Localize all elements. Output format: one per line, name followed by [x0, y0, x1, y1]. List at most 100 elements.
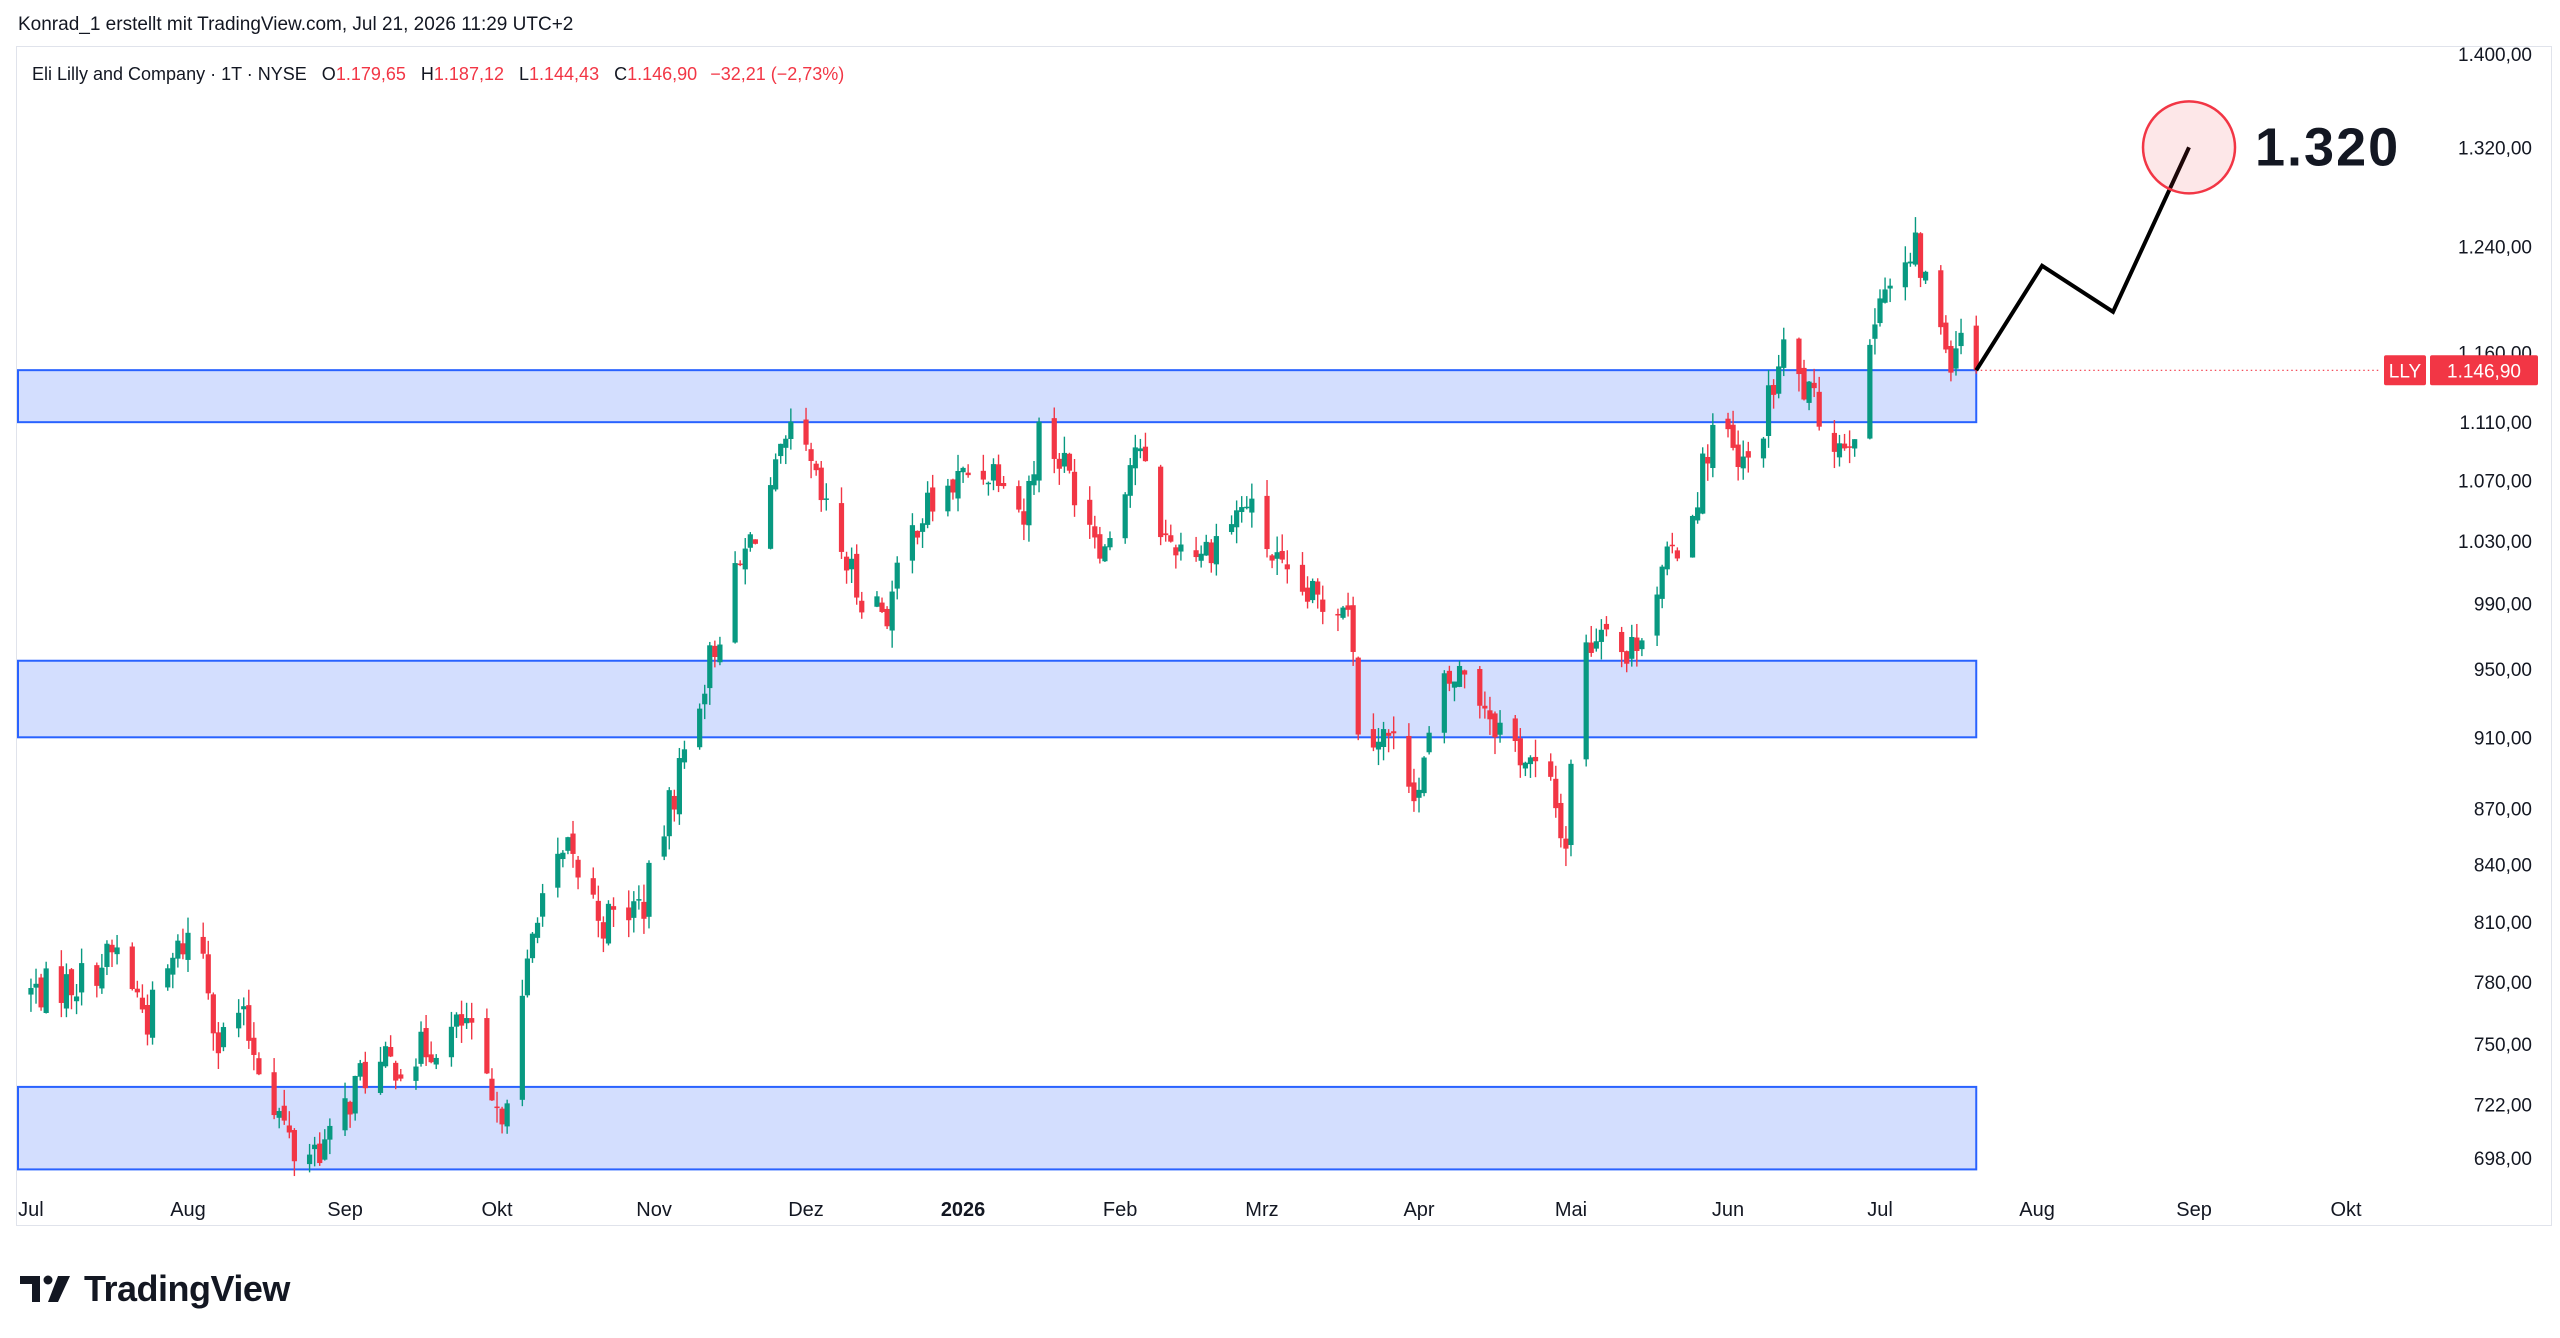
- candle-body: [1087, 499, 1093, 525]
- candle-body: [94, 965, 100, 986]
- tradingview-logo[interactable]: TradingView: [18, 1268, 290, 1309]
- candle-body: [803, 419, 809, 445]
- candle-body: [68, 969, 75, 996]
- candle-body: [1198, 553, 1204, 561]
- open-value: 1.179,65: [335, 64, 406, 84]
- candle-body: [1132, 447, 1138, 469]
- projection-path[interactable]: [1974, 146, 2191, 372]
- candle-body: [1654, 594, 1660, 636]
- price-tick-label: 1.320,00: [2458, 138, 2532, 159]
- candle-body: [1021, 511, 1027, 525]
- candle-body: [631, 901, 637, 918]
- symbol-name: Eli Lilly and Company · 1T · NYSE: [32, 64, 307, 84]
- candle-body: [1776, 366, 1782, 394]
- candle-body: [1836, 443, 1843, 458]
- candle-body: [453, 1014, 460, 1027]
- candle-body: [256, 1058, 262, 1075]
- candle-body: [1477, 669, 1483, 706]
- time-tick-label: Mai: [1555, 1199, 1587, 1221]
- candle-body: [1193, 550, 1199, 558]
- candle-body: [1056, 458, 1062, 469]
- price-tick-label: 950,00: [2474, 660, 2532, 681]
- candle-body: [377, 1061, 384, 1093]
- candle-body: [534, 922, 541, 938]
- candle-body: [1451, 681, 1458, 688]
- candle-body: [1852, 439, 1858, 449]
- candle-body: [565, 837, 571, 851]
- candle-body: [79, 963, 85, 993]
- candle-body: [1441, 673, 1447, 733]
- candle-body: [1340, 607, 1346, 618]
- price-tick-label: 1.030,00: [2458, 532, 2532, 553]
- candle-body: [1370, 729, 1377, 748]
- time-tick-label: Jun: [1712, 1199, 1744, 1221]
- candle-body: [1664, 546, 1670, 570]
- candle-body: [33, 983, 39, 988]
- candle-body: [1953, 348, 1959, 369]
- candle-body: [1142, 446, 1149, 462]
- candle-body: [1350, 605, 1356, 652]
- candle-body: [215, 1032, 221, 1054]
- candle-body: [1973, 325, 1979, 371]
- candle-body: [1548, 761, 1554, 777]
- candle-body: [104, 943, 110, 967]
- candle-body: [1299, 564, 1306, 592]
- candle-body: [423, 1028, 429, 1058]
- candle-body: [712, 645, 718, 657]
- candle-body: [1619, 631, 1625, 653]
- candle-body: [1887, 285, 1893, 289]
- candle-body: [1558, 802, 1564, 839]
- candle-body: [1097, 534, 1103, 559]
- candle-body: [1948, 345, 1954, 373]
- candle-body: [180, 943, 186, 955]
- candle-body: [732, 563, 738, 643]
- candle-body: [965, 472, 971, 476]
- candle-body: [205, 954, 211, 994]
- candle-body: [1026, 480, 1032, 526]
- candle-body: [1669, 544, 1675, 547]
- candle-body: [1588, 642, 1594, 653]
- candle-body: [393, 1062, 399, 1081]
- candle-body: [322, 1139, 328, 1160]
- time-tick-label: 2026: [941, 1199, 986, 1221]
- time-tick-label: Sep: [327, 1199, 363, 1221]
- candle-body: [241, 1006, 247, 1010]
- candle-body: [889, 591, 895, 631]
- candle-body: [1244, 506, 1250, 509]
- candle-body: [1310, 580, 1316, 601]
- open-label: O: [321, 64, 336, 84]
- candle-body: [139, 997, 146, 1010]
- ticker-badge: [2384, 355, 2426, 386]
- price-axis[interactable]: 1.400,001.320,001.240,001.160,001.110,00…: [2384, 45, 2538, 1170]
- candle-body: [114, 947, 120, 955]
- candle-body: [1320, 599, 1326, 612]
- support-resistance-zone-2[interactable]: [17, 659, 1978, 739]
- candle-body: [1163, 533, 1169, 536]
- high-label: H: [420, 64, 434, 84]
- candle-body: [671, 795, 677, 810]
- candle-body: [1593, 641, 1599, 649]
- candle-body: [524, 958, 531, 996]
- candle-body: [843, 556, 850, 571]
- tradingview-logo-text: TradingView: [84, 1268, 290, 1309]
- candle-body: [894, 562, 900, 589]
- price-tick-label: 698,00: [2474, 1149, 2532, 1170]
- time-tick-label: Okt: [481, 1199, 513, 1221]
- candle-body: [945, 485, 951, 512]
- candle-body: [610, 906, 617, 910]
- candle-body: [1249, 498, 1255, 513]
- candle-body: [636, 899, 642, 901]
- candle-body: [590, 878, 596, 895]
- price-chart[interactable]: 1.320 1.400,001.320,001.240,001.160,001.…: [0, 0, 2560, 1240]
- candle-body: [109, 944, 115, 953]
- candle-body: [914, 530, 921, 538]
- time-axis[interactable]: Jul Aug Sep Okt Nov Dez 2026 Feb Mrz Apr Mai Jun Jul…: [18, 1199, 2362, 1221]
- support-resistance-zone-1[interactable]: [17, 369, 1978, 424]
- candle-body: [818, 467, 824, 501]
- candle-body: [469, 1018, 475, 1023]
- time-tick-label: Mrz: [1245, 1199, 1278, 1221]
- target-circle[interactable]: [2141, 100, 2237, 195]
- candle-body: [484, 1018, 490, 1074]
- candle-body: [1228, 524, 1235, 533]
- candle-body: [1847, 446, 1853, 448]
